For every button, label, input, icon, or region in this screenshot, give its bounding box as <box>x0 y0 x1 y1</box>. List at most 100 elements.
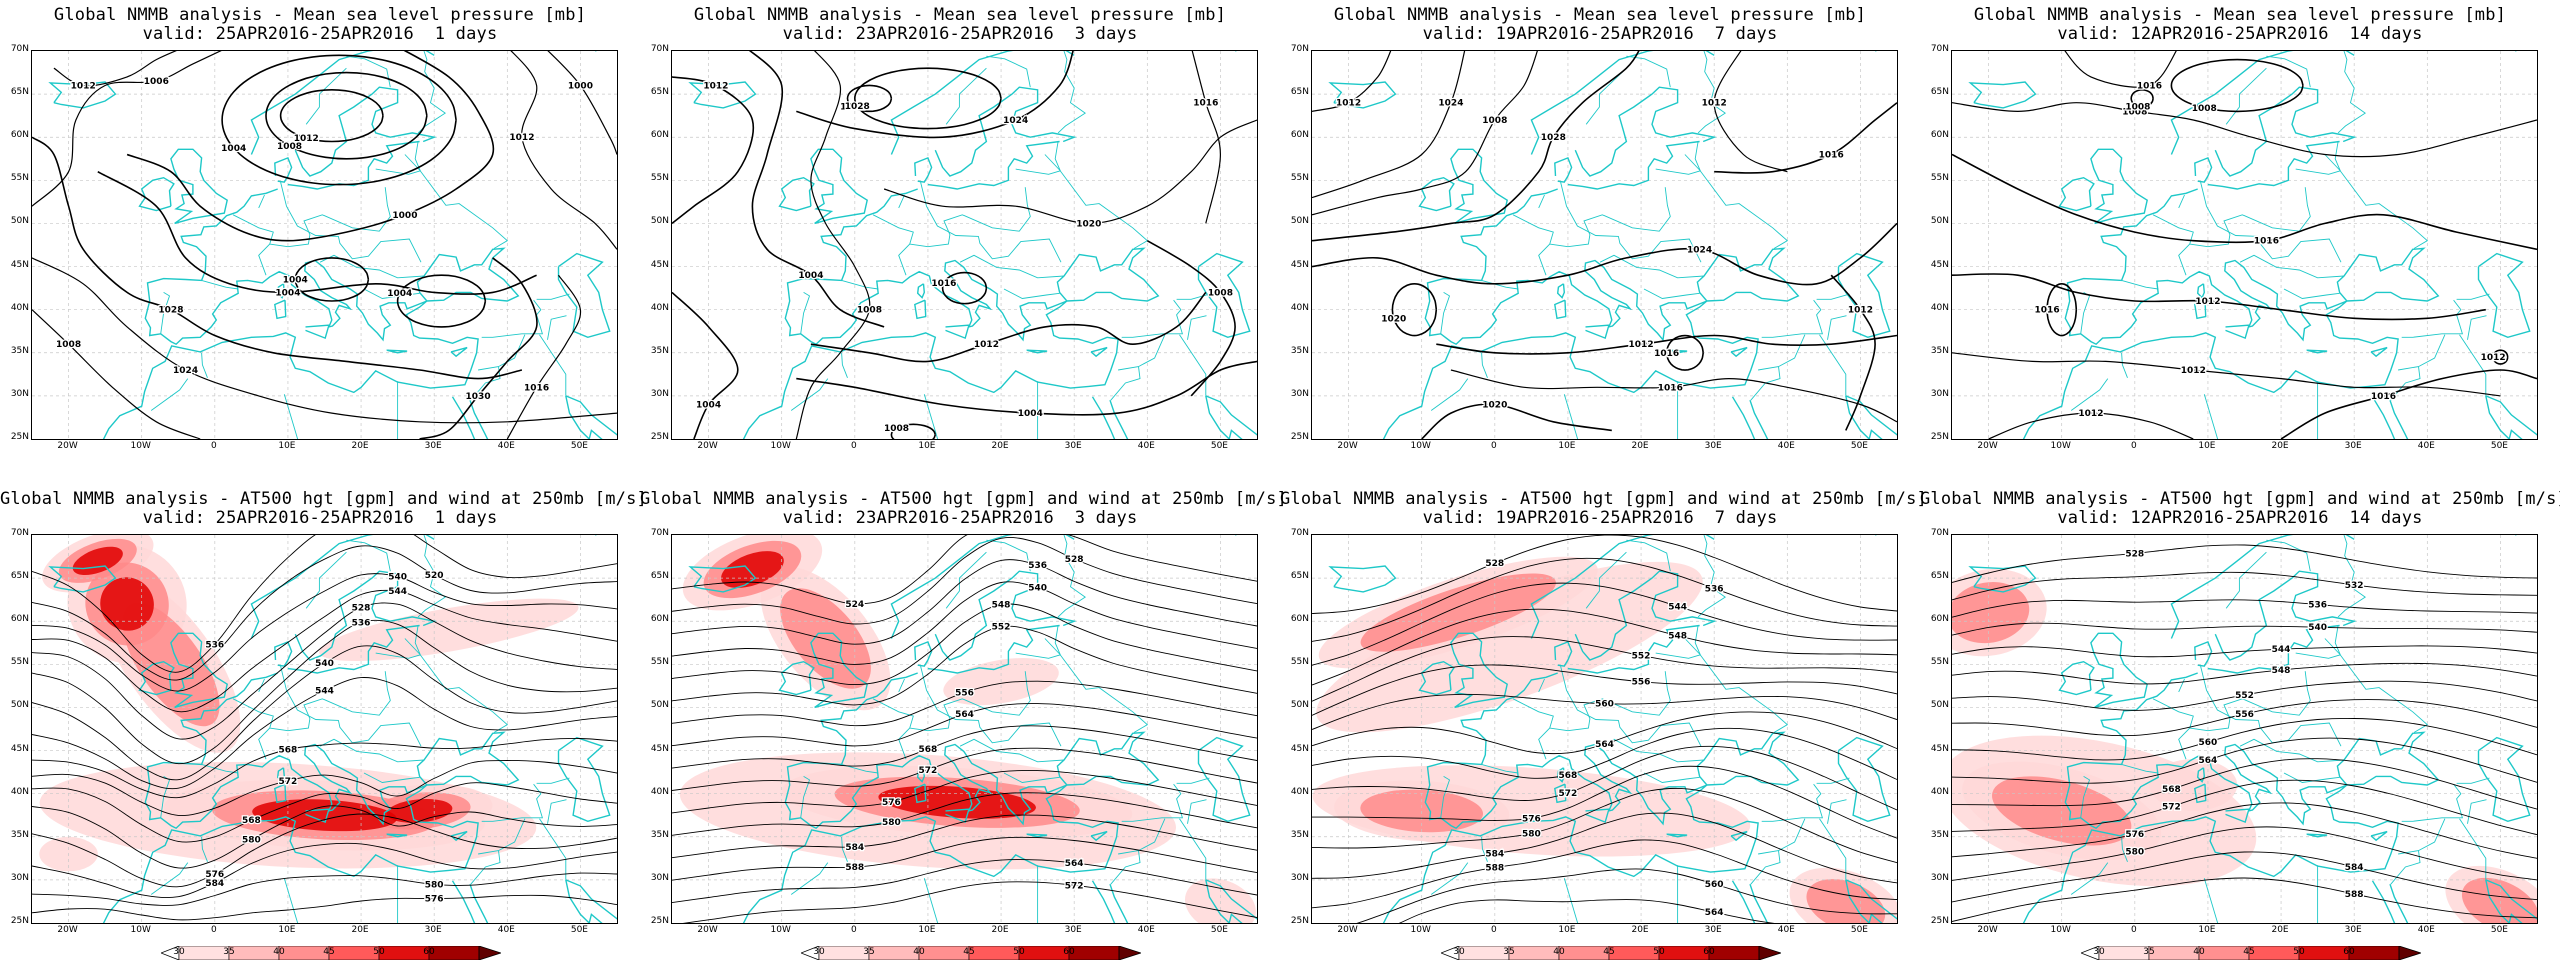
panel-mslp-7d: Global NMMB analysis - Mean sea level pr… <box>1280 0 1920 440</box>
isoline-label: 552 <box>1632 652 1651 662</box>
isoline-label: 556 <box>1632 678 1651 688</box>
isoline-label: 544 <box>1668 602 1687 612</box>
colorbar-label: 30 <box>2093 947 2105 957</box>
isoline <box>672 625 1257 706</box>
isoline-label: 568 <box>242 816 261 826</box>
isoline-label: 1004 <box>1018 409 1043 419</box>
isoline-label: 1008 <box>1482 116 1507 126</box>
isoline <box>1146 240 1236 397</box>
lon-tick-label: 0 <box>210 925 217 935</box>
lon-tick-label: 10E <box>918 441 936 451</box>
panel-mslp-1d: Global NMMB analysis - Mean sea level pr… <box>0 0 640 440</box>
lat-tick-label: 60N <box>1930 614 1949 625</box>
isoline-label: 552 <box>992 623 1011 633</box>
isoline <box>672 770 1257 814</box>
isoline-label: 564 <box>955 710 974 720</box>
isoline <box>1312 787 1897 864</box>
lon-tick-label: 30E <box>2344 925 2362 935</box>
isoline <box>32 573 617 692</box>
jet-core <box>721 551 784 588</box>
isoline <box>1436 334 1897 355</box>
isoline-label: 1006 <box>144 77 169 87</box>
isoline <box>1665 334 1704 371</box>
isoline <box>32 760 617 816</box>
lon-tick-label: 50E <box>2490 925 2508 935</box>
lat-tick-label: 70N <box>650 44 669 54</box>
isoline <box>853 67 1002 130</box>
lon-tick-label: 0 <box>2130 441 2137 451</box>
isoline <box>1952 877 2537 922</box>
mslp-map-2: 1012 1004 1004 1008 1032 1028 1024 1020 1016 1012… <box>671 50 1258 440</box>
lon-tick-label: 40E <box>1777 925 1795 935</box>
lon-tick-label: 20E <box>1631 925 1649 935</box>
lon-tick-label: 10E <box>1558 925 1576 935</box>
gridlines <box>1952 51 2537 439</box>
isoline-label: 1004 <box>696 401 721 411</box>
isoline-label: 1032 <box>840 103 865 113</box>
lon-tick-label: 20W <box>697 441 718 451</box>
isoline <box>510 51 617 250</box>
lat-tick-label: 45N <box>650 259 669 270</box>
lon-tick-label: 20E <box>991 925 1009 935</box>
isoline <box>1952 153 2537 251</box>
isoline <box>796 51 1074 139</box>
colorbar-label: 40 <box>2193 947 2205 957</box>
lat-tick-label: 65N <box>650 571 669 582</box>
lat-tick-label: 50N <box>10 216 29 227</box>
panel-valid: valid: 25APR2016-25APR2016 1 days <box>142 24 498 44</box>
isoline-label: 1004 <box>387 289 412 299</box>
isoline-label: 580 <box>882 818 901 828</box>
wind-colorbar <box>801 946 1141 960</box>
isoline-label: 1024 <box>1003 116 1028 126</box>
lat-tick-label: 30N <box>1930 388 1949 399</box>
isoline <box>32 602 617 740</box>
z500-map-2: 524 528 536 540 548 552 556 564 568 572 576 580 584 5… <box>671 534 1258 924</box>
isoline-label: 580 <box>1522 829 1541 839</box>
isoline <box>672 291 739 439</box>
lon-tick-label: 30E <box>1704 925 1722 935</box>
lon-tick-label: 40E <box>497 925 515 935</box>
isoline <box>1952 352 2501 397</box>
panel-valid: valid: 19APR2016-25APR2016 7 days <box>1422 508 1778 528</box>
colorbar-label: 35 <box>2143 947 2155 957</box>
lon-tick-label: 20E <box>2271 925 2289 935</box>
isoline <box>846 84 893 113</box>
colorbar-label: 50 <box>2293 947 2305 957</box>
isoline-label: 1012 <box>2195 297 2220 307</box>
isolines: 524 528 536 540 548 552 556 564 568 572 576 580 584 5… <box>672 535 1257 923</box>
lon-tick-label: 10W <box>770 441 791 451</box>
lon-tick-label: 30E <box>424 925 442 935</box>
colorbar-label: 50 <box>1013 947 1025 957</box>
lat-tick-label: 35N <box>650 345 669 356</box>
isoline-label: 1020 <box>1381 315 1406 325</box>
lon-tick-label: 10E <box>278 925 296 935</box>
lat-tick-label: 45N <box>1290 743 1309 754</box>
isoline-label: 1024 <box>173 366 198 376</box>
lon-tick-label: 10E <box>1558 441 1576 451</box>
isoline-label: 588 <box>845 863 864 873</box>
isoline-label: 544 <box>2272 645 2291 655</box>
isoline-label: 1016 <box>1658 383 1683 393</box>
mslp-map-4: 1008 1008 1008 1016 1016 1012 1016 1012 1012 1016… <box>1951 50 2538 440</box>
isoline-label: 1020 <box>1482 401 1507 411</box>
isoline-label: 584 <box>1485 850 1504 860</box>
lat-tick-label: 70N <box>650 528 669 538</box>
isoline-label: 1008 <box>2125 102 2150 112</box>
isoline <box>1312 582 1897 666</box>
isoline-label: 580 <box>2125 848 2144 858</box>
isoline-label: 544 <box>388 587 407 597</box>
isoline-label: 1008 <box>2192 104 2217 114</box>
lon-tick-label: 50E <box>1210 925 1228 935</box>
lat-tick-label: 70N <box>10 528 29 538</box>
lon-tick-label: 50E <box>2490 441 2508 451</box>
isoline-label: 1008 <box>56 340 81 350</box>
isoline-label: 1016 <box>1819 150 1844 160</box>
isoline <box>672 814 1257 859</box>
lat-tick-label: 65N <box>1930 87 1949 98</box>
panel-title: Global NMMB analysis - Mean sea level pr… <box>1973 5 2507 25</box>
isoline-label: 568 <box>2162 785 2181 795</box>
lat-tick-label: 35N <box>10 829 29 840</box>
lon-tick-label: 10E <box>2198 925 2216 935</box>
